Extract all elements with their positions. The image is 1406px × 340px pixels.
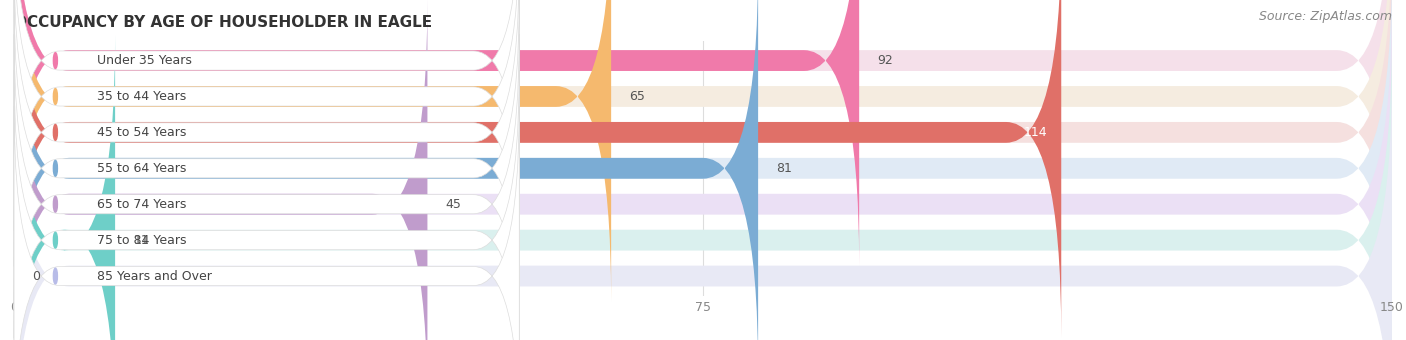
Circle shape (53, 268, 58, 284)
Text: 0: 0 (32, 270, 41, 283)
Text: 85 Years and Over: 85 Years and Over (97, 270, 212, 283)
FancyBboxPatch shape (14, 0, 519, 267)
FancyBboxPatch shape (14, 0, 1392, 340)
FancyBboxPatch shape (14, 0, 427, 340)
FancyBboxPatch shape (14, 0, 859, 266)
Text: 75 to 84 Years: 75 to 84 Years (97, 234, 186, 246)
Circle shape (53, 88, 58, 104)
FancyBboxPatch shape (14, 35, 115, 340)
FancyBboxPatch shape (14, 0, 1062, 338)
Text: 45 to 54 Years: 45 to 54 Years (97, 126, 186, 139)
Text: Under 35 Years: Under 35 Years (97, 54, 191, 67)
Text: Source: ZipAtlas.com: Source: ZipAtlas.com (1258, 10, 1392, 23)
Text: 11: 11 (134, 234, 149, 246)
FancyBboxPatch shape (14, 0, 612, 302)
FancyBboxPatch shape (14, 34, 519, 340)
FancyBboxPatch shape (14, 70, 519, 340)
FancyBboxPatch shape (14, 0, 1392, 338)
Text: 45: 45 (446, 198, 461, 211)
Text: 35 to 44 Years: 35 to 44 Years (97, 90, 186, 103)
Text: 81: 81 (776, 162, 793, 175)
Circle shape (53, 160, 58, 176)
FancyBboxPatch shape (14, 71, 1392, 340)
FancyBboxPatch shape (14, 0, 519, 302)
Text: 55 to 64 Years: 55 to 64 Years (97, 162, 186, 175)
Circle shape (53, 53, 58, 68)
FancyBboxPatch shape (14, 0, 519, 231)
FancyBboxPatch shape (14, 0, 758, 340)
FancyBboxPatch shape (14, 35, 1392, 340)
FancyBboxPatch shape (14, 0, 519, 338)
Text: 114: 114 (1024, 126, 1047, 139)
Text: 65 to 74 Years: 65 to 74 Years (97, 198, 186, 211)
Text: OCCUPANCY BY AGE OF HOUSEHOLDER IN EAGLE: OCCUPANCY BY AGE OF HOUSEHOLDER IN EAGLE (14, 15, 432, 30)
FancyBboxPatch shape (14, 106, 519, 340)
Text: 92: 92 (877, 54, 893, 67)
Circle shape (53, 196, 58, 212)
FancyBboxPatch shape (14, 0, 1392, 302)
FancyBboxPatch shape (14, 0, 1392, 340)
Circle shape (53, 232, 58, 248)
Text: 65: 65 (630, 90, 645, 103)
Circle shape (53, 124, 58, 140)
FancyBboxPatch shape (14, 0, 1392, 266)
